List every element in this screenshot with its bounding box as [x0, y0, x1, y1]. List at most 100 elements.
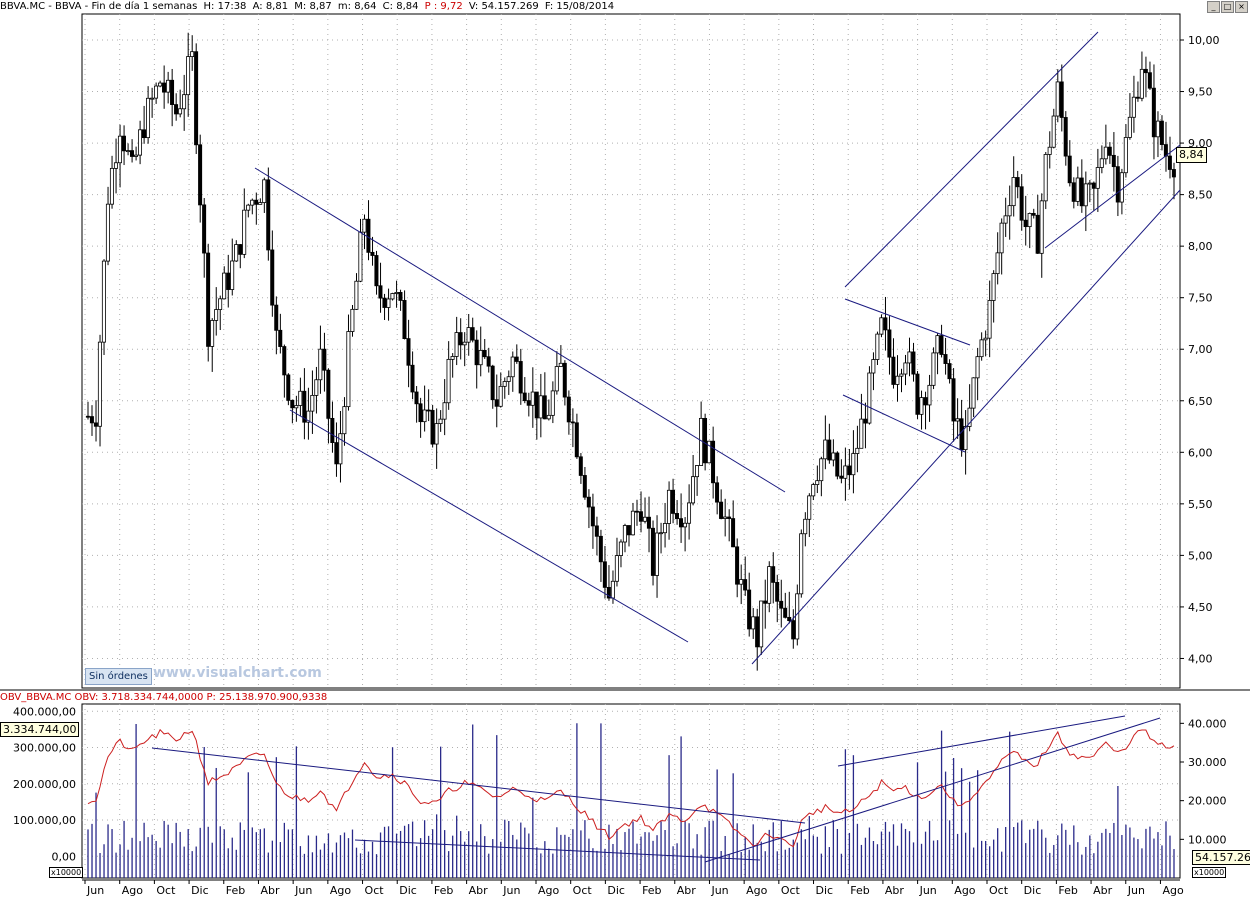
minimize-button[interactable]: _ [1207, 1, 1220, 13]
symbol-label: BBVA.MC - BBVA - Fin de día 1 semanas [0, 1, 198, 12]
candle-body [975, 356, 980, 379]
candle-body [566, 396, 571, 423]
candle-body [242, 209, 247, 255]
candle-body [182, 94, 187, 110]
candle-body [927, 384, 932, 406]
candle-body [602, 561, 607, 588]
candle-body [494, 399, 499, 407]
candle-body [1079, 177, 1084, 207]
candle-body [286, 374, 291, 401]
candle-body [386, 298, 391, 308]
candle-body [262, 179, 267, 203]
price-tick-label: 5,00 [1188, 549, 1213, 562]
candle-body [939, 335, 944, 355]
candle-body [1171, 169, 1176, 178]
obv-trendline [151, 747, 806, 824]
price-label: P : 9,72 [424, 1, 463, 12]
candle-body [1019, 186, 1024, 221]
candle-body [723, 516, 728, 519]
window-controls: _ □ × [1207, 1, 1248, 13]
candle-body [206, 252, 211, 347]
x-tick-label: Dic [607, 884, 625, 897]
sin-ordenes-button[interactable]: Sin órdenes [85, 668, 152, 685]
candle-body [883, 317, 888, 331]
candle-body [234, 244, 239, 262]
candle-body [526, 400, 531, 406]
obv-trendline [354, 839, 761, 861]
candle-body [711, 440, 716, 484]
candle-body [783, 607, 788, 618]
candle-body [274, 304, 279, 331]
candle-body [93, 422, 98, 427]
candle-body [574, 422, 579, 458]
candle-body [85, 415, 90, 418]
candle-body [811, 484, 816, 497]
candle-body [214, 309, 219, 321]
obv-info-bar: OBV_BBVA.MC OBV: 3.718.334.744,0000 P: 2… [0, 691, 1180, 704]
candle-body [97, 341, 102, 427]
candle-body [1103, 146, 1108, 160]
candle-body [727, 516, 732, 519]
price-tick-label: 6,00 [1188, 446, 1213, 459]
candle-body [1147, 72, 1152, 89]
candle-body [133, 154, 138, 157]
candle-body [202, 204, 207, 254]
x-tick-label: Abr [677, 884, 697, 897]
x-tick-label: Jun [1127, 884, 1145, 897]
candle-body [642, 516, 647, 522]
candle-body [550, 390, 555, 416]
maximize-button[interactable]: □ [1221, 1, 1234, 13]
candle-body [142, 129, 147, 139]
volume-right-tick-label: 30.000 [1188, 756, 1227, 769]
x-tick-label: Feb [850, 884, 869, 897]
candle-body [687, 502, 692, 524]
candle-body [101, 260, 106, 343]
price-trendline [1044, 144, 1181, 249]
candlestick-series [85, 32, 1176, 671]
candle-body [89, 416, 94, 424]
candle-body [570, 421, 575, 424]
candle-body [915, 373, 920, 415]
candle-body [1055, 81, 1060, 117]
x-tick-label: Oct [365, 884, 385, 897]
close-button[interactable]: × [1235, 1, 1248, 13]
time-label: H: 17:38 [203, 1, 247, 12]
candle-body [250, 199, 255, 206]
candle-body [418, 403, 423, 423]
candle-body [887, 329, 892, 358]
candle-body [955, 418, 960, 422]
candle-body [899, 373, 904, 377]
x-tick-label: Oct [989, 884, 1009, 897]
obv-left-tick-label: 400.000,00 [13, 705, 76, 718]
x-tick-label: Oct [781, 884, 801, 897]
x-tick-label: Feb [226, 884, 245, 897]
candle-body [137, 129, 143, 156]
candle-body [1135, 96, 1140, 99]
x-tick-label: Jun [502, 884, 520, 897]
candle-body [390, 293, 395, 300]
candle-body [1091, 182, 1096, 189]
obv-trendline [704, 717, 1161, 863]
candle-body [1143, 68, 1148, 74]
candle-body [474, 339, 479, 366]
candle-body [486, 356, 491, 367]
x-tick-label: Ago [954, 884, 976, 897]
candle-body [1155, 120, 1160, 138]
candle-body [1119, 172, 1124, 203]
candle-body [923, 397, 928, 406]
candle-body [410, 364, 415, 393]
candle-body [1071, 182, 1076, 202]
obv-left-tick-label: 200.000,00 [13, 778, 76, 791]
candle-body [626, 525, 631, 536]
candle-body [362, 218, 367, 233]
candle-body [1083, 183, 1088, 207]
candle-body [546, 414, 551, 420]
candle-body [731, 518, 736, 548]
candle-body [310, 394, 315, 412]
candle-body [1039, 200, 1044, 254]
candle-body [658, 532, 663, 535]
candle-body [446, 358, 451, 404]
candle-body [354, 280, 359, 310]
obv-left-tick-label: 300.000,00 [13, 742, 76, 755]
